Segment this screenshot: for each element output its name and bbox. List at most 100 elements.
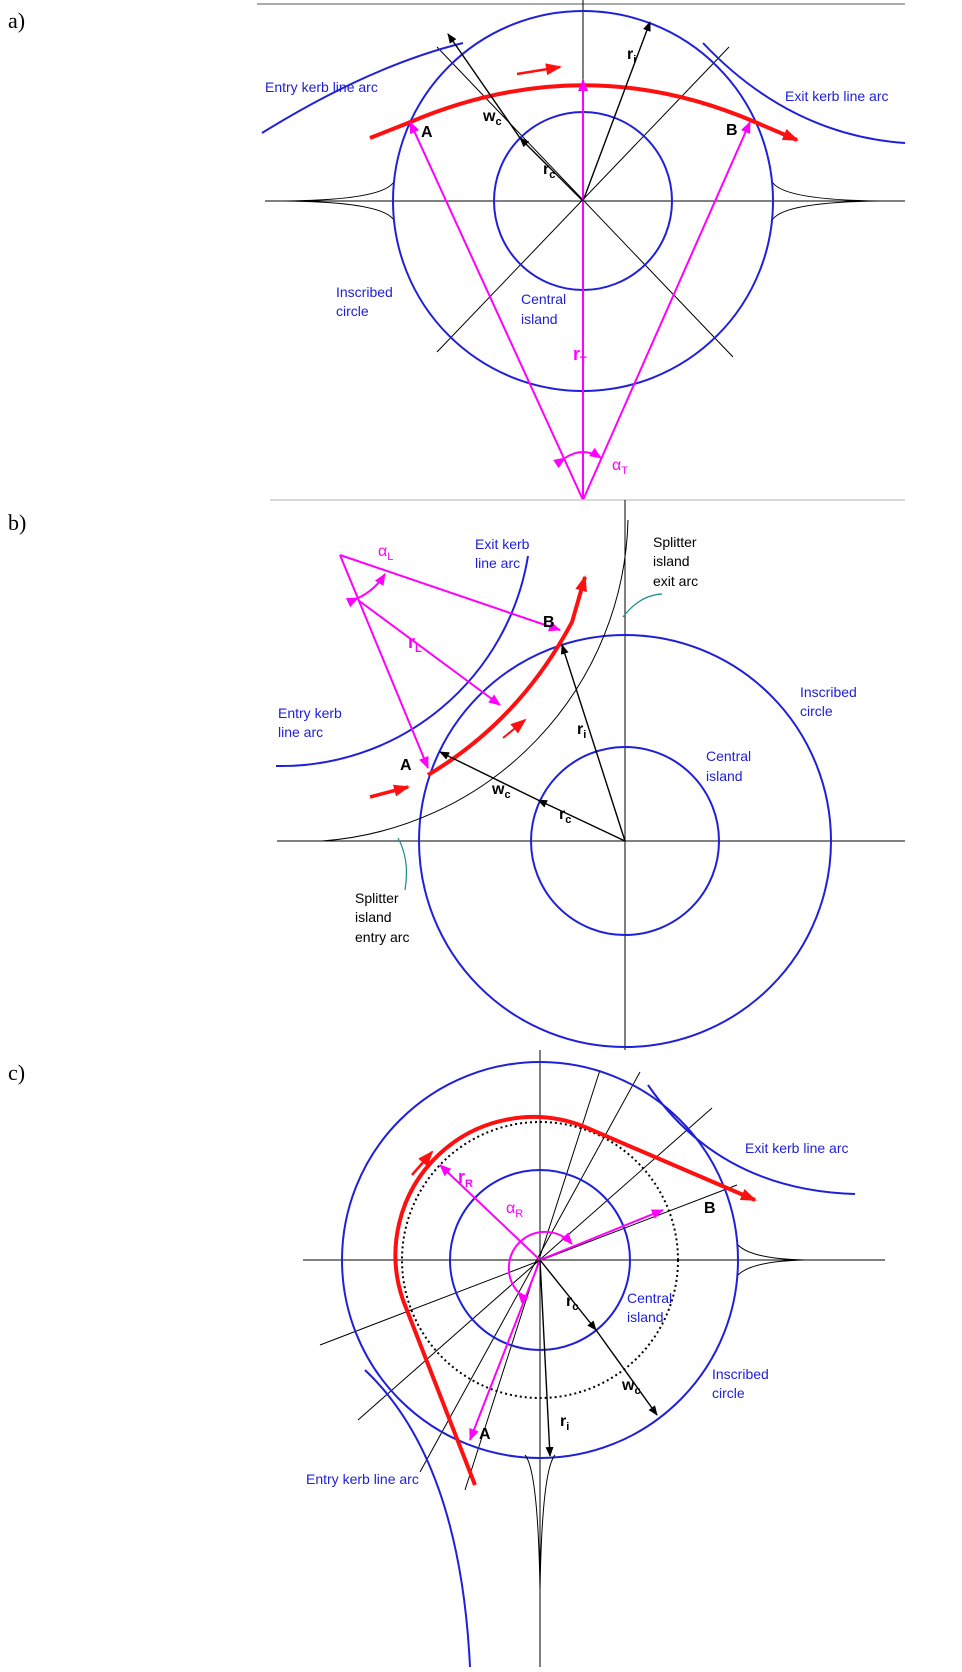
dimension-arrow <box>582 21 651 202</box>
panel-c: rR αR Exit kerb line arc B Central island… <box>303 1050 885 1668</box>
angle-arc <box>345 573 386 608</box>
dimension-arrow <box>595 1329 658 1416</box>
point-label: B <box>543 614 555 631</box>
label: Entry kerb line arc <box>306 1471 419 1487</box>
point-label: A <box>421 124 433 141</box>
label-part: α <box>378 543 387 560</box>
label-part: r <box>627 46 633 63</box>
label-part: r <box>560 1413 566 1430</box>
panel-label: c) <box>8 1060 25 1085</box>
radius-line <box>339 554 429 769</box>
symbol: αR <box>506 1200 523 1220</box>
symbol: ri <box>627 46 636 66</box>
label-part: T <box>580 355 587 367</box>
label-part: c <box>549 169 555 181</box>
central-island <box>449 1169 631 1351</box>
label-part: α <box>506 1200 515 1217</box>
dimension-arrow <box>439 751 539 801</box>
label-part: Exit kerb <box>475 536 530 552</box>
label: Splitter island exit arc <box>653 534 698 589</box>
dimension-arrow <box>519 137 584 202</box>
label-part: c <box>495 116 501 128</box>
inscribed-circle <box>418 634 832 1048</box>
radius-line <box>439 1164 541 1261</box>
point-label: A <box>479 1426 491 1443</box>
label-part: c <box>572 1301 578 1313</box>
panel-a: Entry kerb line arc Exit kerb line arc A… <box>257 0 906 501</box>
flare <box>772 182 881 220</box>
label-part: r <box>458 1167 465 1187</box>
label: Inscribed circle <box>712 1366 769 1401</box>
radius-line <box>339 554 561 632</box>
radius-line <box>357 599 501 706</box>
exit-kerb-arc <box>702 42 906 144</box>
label-part: r <box>566 1293 572 1310</box>
label-part: L <box>415 643 422 655</box>
label-part: Inscribed <box>800 684 857 700</box>
label-part: R <box>465 1178 473 1190</box>
symbol: wc <box>491 781 511 801</box>
inscribed-circle <box>341 1061 739 1459</box>
label: Exit kerb line arc <box>785 88 888 104</box>
label-part: island <box>706 768 743 784</box>
label: Exit kerb line arc <box>745 1140 848 1156</box>
label-part: α <box>612 457 621 474</box>
direction-arrow <box>369 784 410 799</box>
label-part: Central <box>706 748 751 764</box>
angle-arc <box>507 1230 573 1304</box>
label-part: w <box>491 781 505 798</box>
symbol: wc <box>621 1377 641 1397</box>
label-part: Entry kerb <box>278 705 342 721</box>
label-part: island <box>627 1309 664 1325</box>
central-island <box>530 746 720 936</box>
panel-b: αL rL Exit kerb line arc Splitter island ex… <box>270 499 905 1050</box>
label-part: circle <box>800 703 833 719</box>
label-part: Central <box>627 1290 672 1306</box>
label-part: line arc <box>475 555 520 571</box>
point-label: A <box>400 757 412 774</box>
symbol: αL <box>378 543 393 563</box>
label-part: r <box>408 632 415 652</box>
label-part: i <box>583 729 586 741</box>
dimension-arrow <box>447 33 521 139</box>
symbol: rc <box>543 161 555 181</box>
point-label: B <box>726 122 738 139</box>
label-part: r <box>543 161 549 178</box>
label: Central island <box>521 291 566 327</box>
splitter-arc <box>321 519 629 842</box>
label-part: c <box>565 814 571 826</box>
label-part: Central <box>521 291 566 307</box>
label-part: w <box>482 108 496 125</box>
label: Exit kerb line arc <box>475 536 530 571</box>
panel-label: b) <box>8 510 26 535</box>
diagonal-line <box>319 1184 738 1346</box>
leader-line <box>397 837 408 891</box>
entry-kerb-arc <box>261 42 464 134</box>
radius-line <box>409 121 584 501</box>
label-part: i <box>566 1421 569 1433</box>
label: Inscribed circle <box>336 284 393 319</box>
dimension-arrow <box>560 644 626 842</box>
label-part: c <box>634 1385 640 1397</box>
symbol: wc <box>482 108 502 128</box>
label: Entry kerb line arc <box>278 705 342 740</box>
radius-line <box>582 121 751 501</box>
direction-arrow <box>516 63 562 76</box>
label: Central island <box>627 1290 672 1325</box>
label-part: circle <box>712 1385 745 1401</box>
label-part: Inscribed <box>712 1366 769 1382</box>
label-part: Splitter <box>355 890 399 906</box>
symbol: rT <box>573 344 587 367</box>
label-part: line arc <box>278 724 323 740</box>
exit-kerb-arc <box>647 1084 856 1195</box>
label-part: Inscribed <box>336 284 393 300</box>
direction-arrow <box>502 718 527 739</box>
label-part: R <box>515 1208 523 1220</box>
angle-arc <box>553 447 602 469</box>
vehicle-path <box>393 1115 757 1486</box>
diagonal-line <box>419 1071 641 1473</box>
label: Splitter island entry arc <box>355 890 409 945</box>
design-circle <box>401 1121 679 1399</box>
